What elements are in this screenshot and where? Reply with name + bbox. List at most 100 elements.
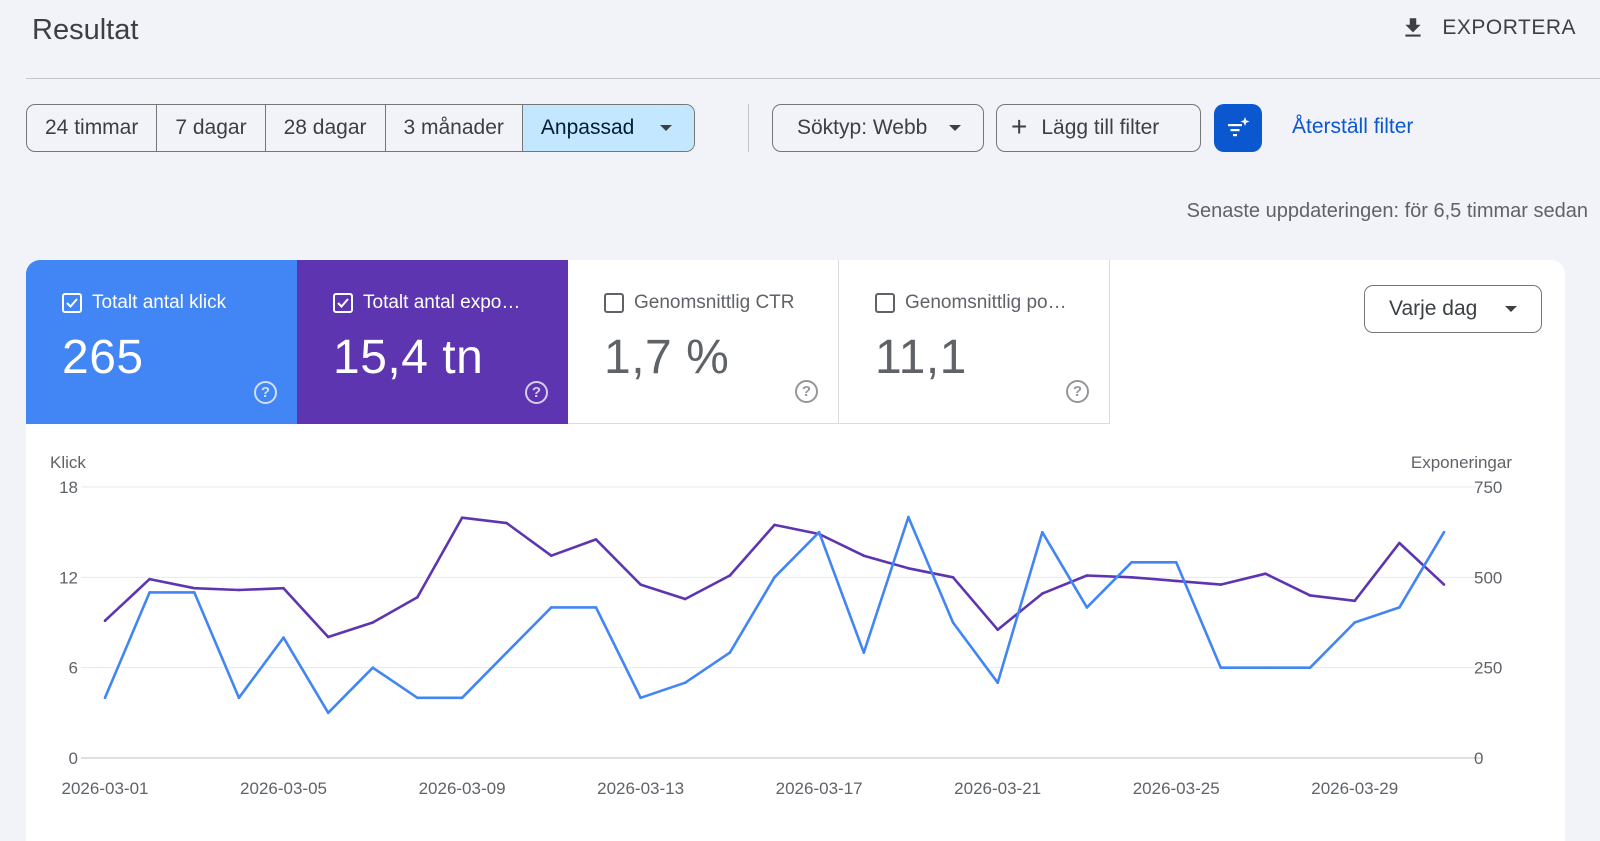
impressions-data-point <box>460 516 464 520</box>
reset-filter-link[interactable]: Återställ filter <box>1292 115 1414 138</box>
add-filter-label: Lägg till filter <box>1041 116 1160 139</box>
granularity-dropdown[interactable]: Varje dag <box>1364 285 1542 333</box>
range-28d[interactable]: 28 dagar <box>266 105 386 151</box>
checkbox-unchecked-icon[interactable] <box>604 293 624 313</box>
x-tick-label: 2026-03-05 <box>240 779 327 798</box>
metric-value: 15,4 tn <box>333 331 484 384</box>
search-type-dropdown[interactable]: Söktyp: Webb <box>772 104 984 152</box>
metric-label: Genomsnittlig CTR <box>634 292 795 313</box>
clicks-data-point <box>594 606 598 609</box>
range-3m[interactable]: 3 månader <box>386 105 523 151</box>
clicks-data-point <box>237 696 241 700</box>
left-axis-title: Klick <box>50 453 86 472</box>
clicks-data-point <box>773 576 776 579</box>
metric-ctr[interactable]: Genomsnittlig CTR 1,7 % ? <box>568 260 839 424</box>
x-tick-label: 2026-03-01 <box>62 779 149 798</box>
clicks-data-point <box>683 681 687 685</box>
metric-value: 11,1 <box>875 331 967 384</box>
clicks-data-point <box>951 621 955 624</box>
metric-position[interactable]: Genomsnittlig po… 11,1 ? <box>839 260 1110 424</box>
clicks-data-point <box>817 530 821 534</box>
range-custom-label: Anpassad <box>540 116 635 139</box>
impressions-data-point <box>192 586 196 590</box>
x-tick-label: 2026-03-17 <box>776 779 863 798</box>
clicks-data-point <box>1353 621 1357 624</box>
help-icon[interactable]: ? <box>795 380 818 403</box>
impressions-data-point <box>1264 572 1267 576</box>
page-title: Resultat <box>32 14 139 46</box>
grid-lines <box>81 486 1481 759</box>
metric-label: Genomsnittlig po… <box>905 292 1067 313</box>
clicks-data-point <box>460 696 464 700</box>
dropdown-arrow-icon <box>660 125 673 131</box>
impressions-data-point <box>1041 592 1044 595</box>
y-right-tick-label: 500 <box>1474 568 1502 587</box>
metric-impressions[interactable]: Totalt antal expo… 15,4 tn ? <box>297 260 568 424</box>
y-left-tick-label: 12 <box>59 568 78 587</box>
clicks-data-point <box>550 606 553 609</box>
x-tick-label: 2026-03-13 <box>597 779 684 798</box>
x-tick-label: 2026-03-09 <box>419 779 506 798</box>
y-right-tick-label: 250 <box>1474 659 1502 678</box>
clicks-data-point <box>862 651 866 654</box>
impressions-data-point <box>505 521 509 525</box>
clicks-series-line <box>103 515 1446 715</box>
impressions-data-point <box>237 588 241 592</box>
impressions-data-point <box>416 595 419 599</box>
clicks-data-point <box>1308 666 1312 669</box>
toolbar-separator <box>748 104 749 152</box>
export-label: EXPORTERA <box>1442 16 1576 39</box>
metric-value: 265 <box>62 331 144 384</box>
impressions-data-point <box>996 628 999 632</box>
metric-clicks[interactable]: Totalt antal klick 265 ? <box>26 260 297 424</box>
impressions-data-point <box>639 583 642 586</box>
y-right-tick-label: 750 <box>1474 478 1502 497</box>
help-icon[interactable]: ? <box>254 381 277 404</box>
clicks-data-point <box>148 591 151 594</box>
metric-label: Totalt antal expo… <box>363 292 521 313</box>
metric-label: Totalt antal klick <box>92 292 227 313</box>
impressions-data-point <box>1353 599 1357 603</box>
search-type-label: Söktyp: Webb <box>797 116 928 139</box>
range-7d[interactable]: 7 dagar <box>157 105 266 151</box>
impressions-data-point <box>728 574 732 577</box>
metric-value: 1,7 % <box>604 331 730 384</box>
impressions-data-point <box>773 523 776 527</box>
export-button[interactable]: EXPORTERA <box>1400 14 1576 42</box>
filter-compare-button[interactable] <box>1214 104 1262 152</box>
y-right-tick-label: 0 <box>1474 749 1483 768</box>
help-icon[interactable]: ? <box>1066 380 1089 403</box>
add-filter-button[interactable]: + Lägg till filter <box>996 104 1201 152</box>
performance-chart: Klick Exponeringar 18 12 6 0 750 500 250 0 2026-… <box>50 453 1512 798</box>
clicks-data-point <box>1041 530 1044 534</box>
clicks-data-point <box>1174 560 1178 564</box>
clicks-data-point <box>192 591 196 594</box>
range-custom[interactable]: Anpassad <box>522 105 695 151</box>
checkbox-checked-icon[interactable] <box>333 293 353 313</box>
axis-ticks: 18 12 6 0 750 500 250 0 2026-03-01 2026-03-05 2026… <box>59 478 1502 798</box>
clicks-data-point <box>996 681 999 685</box>
help-icon[interactable]: ? <box>525 381 548 404</box>
range-24h[interactable]: 24 timmar <box>27 105 158 151</box>
clicks-data-point <box>728 651 732 654</box>
clicks-data-point <box>1219 666 1223 669</box>
checkbox-unchecked-icon[interactable] <box>875 293 895 313</box>
clicks-data-point <box>1264 666 1267 669</box>
clicks-data-point <box>505 651 509 654</box>
impressions-data-point <box>862 554 866 557</box>
y-left-tick-label: 6 <box>69 659 78 678</box>
impressions-data-point <box>148 577 151 581</box>
impressions-data-point <box>1130 576 1133 579</box>
impressions-data-point <box>907 567 910 570</box>
impressions-data-point <box>371 621 375 624</box>
x-tick-label: 2026-03-21 <box>954 779 1041 798</box>
impressions-data-point <box>1442 583 1446 586</box>
clicks-data-point <box>1130 560 1133 564</box>
clicks-data-point <box>639 696 642 700</box>
checkbox-checked-icon[interactable] <box>62 293 82 313</box>
clicks-data-point <box>282 636 285 639</box>
clicks-data-point <box>103 696 107 700</box>
right-axis-title: Exponeringar <box>1411 453 1512 472</box>
impressions-data-point <box>1085 574 1089 577</box>
filter-sparkle-icon <box>1228 117 1250 137</box>
